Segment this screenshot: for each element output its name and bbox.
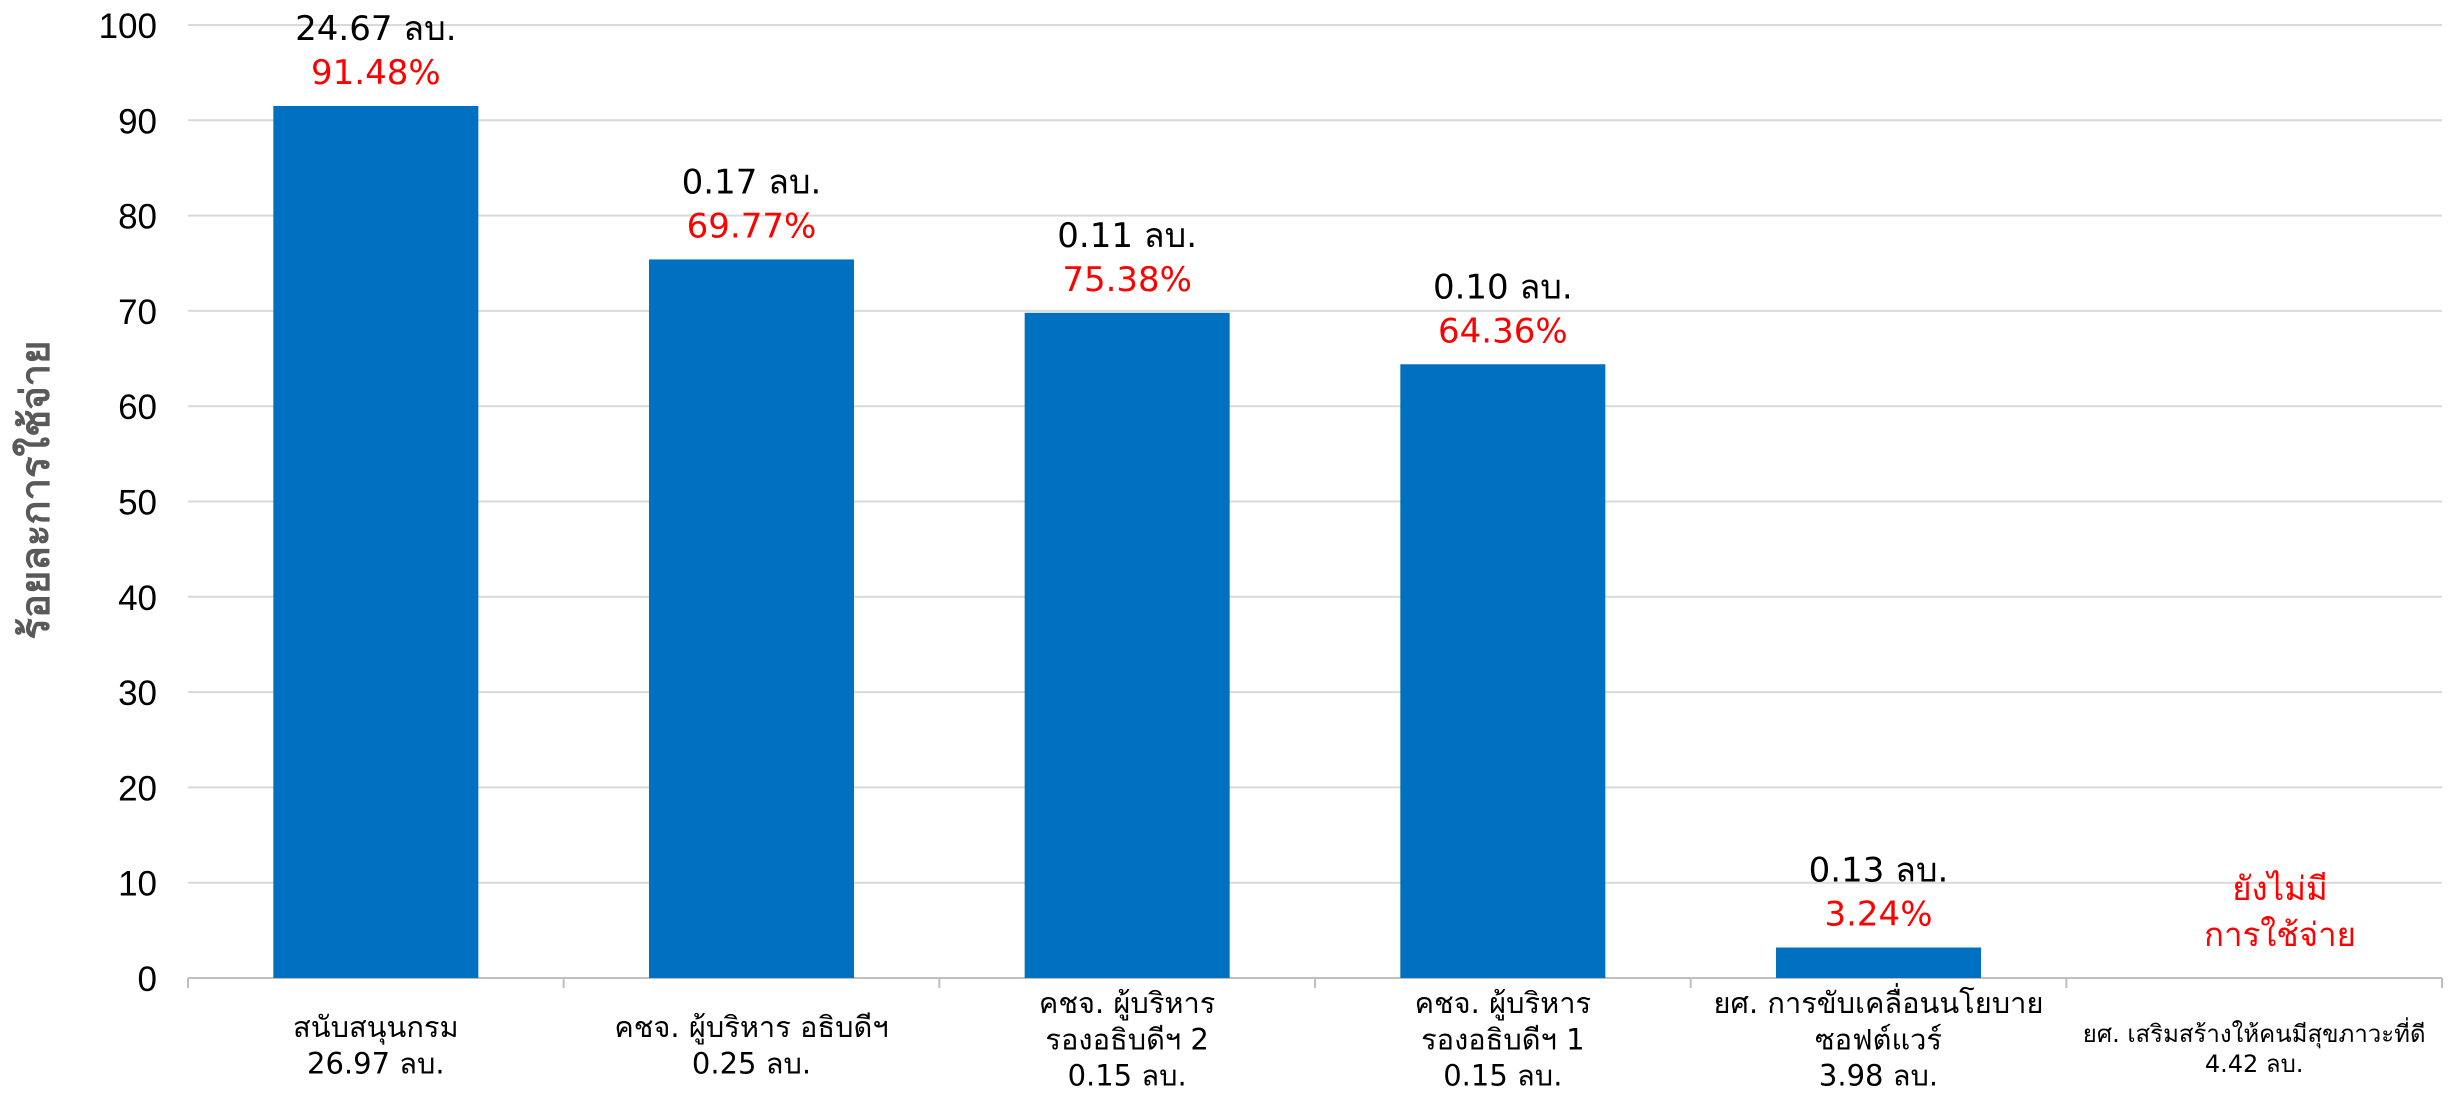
category-budget-2-2: 0.15 ลบ. [1068, 1059, 1187, 1093]
spent-label-3: 0.10 ลบ. [1433, 267, 1573, 307]
bar-3 [1400, 364, 1606, 978]
category-label-5-0: ยศ. เสริมสร้างให้คนมีสุขภาวะที่ดี [2083, 1017, 2426, 1049]
category-budget-0-1: 26.97 ลบ. [307, 1046, 445, 1080]
category-budget-1-1: 0.25 ลบ. [692, 1046, 811, 1080]
y-tick-label-30: 30 [118, 674, 157, 713]
category-label-3-0: คชจ. ผู้บริหาร [1415, 986, 1591, 1021]
y-tick-label-50: 50 [118, 484, 157, 523]
bars [273, 106, 1981, 978]
spent-label-0: 24.67 ลบ. [295, 9, 456, 49]
percent-label-3: 64.36% [1438, 311, 1568, 351]
category-label-2-0: คชจ. ผู้บริหาร [1039, 986, 1215, 1021]
y-tick-labels: 0 10 20 30 40 50 60 70 80 90 100 [99, 7, 157, 999]
percent-label-4: 3.24% [1824, 895, 1932, 935]
no-spending-note-line2: การใช้จ่าย [2204, 916, 2356, 953]
y-tick-label-0: 0 [138, 960, 157, 999]
y-tick-label-80: 80 [118, 198, 157, 237]
spent-label-1: 0.17 ลบ. [682, 162, 822, 202]
y-tick-label-100: 100 [99, 7, 157, 46]
bar-2 [1024, 312, 1230, 978]
category-label-4-1: ซอฟต์แวร์ [1815, 1022, 1942, 1056]
category-label-2-1: รองอธิบดีฯ 2 [1045, 1022, 1208, 1056]
value-labels: 24.67 ลบ.91.48% 0.17 ลบ.69.77% 0.11 ลบ.75.… [295, 9, 1948, 934]
category-budget-3-2: 0.15 ลบ. [1443, 1059, 1562, 1093]
no-spending-note-line1: ยังไม่มี [2232, 870, 2328, 907]
grid-lines [187, 24, 2443, 988]
y-tick-label-90: 90 [118, 102, 157, 141]
y-tick-label-40: 40 [118, 579, 157, 618]
category-label-4-0: ยศ. การขับเคลื่อนนโยบาย [1714, 983, 2044, 1020]
percent-label-0: 91.48% [311, 53, 441, 93]
no-spending-note: ยังไม่มี การใช้จ่าย [2140, 866, 2420, 958]
y-tick-label-20: 20 [118, 769, 157, 808]
category-label-1-0: คชจ. ผู้บริหาร อธิบดีฯ [614, 1010, 888, 1045]
category-label-0-0: สนับสนุนกรม [293, 1010, 459, 1045]
bar-1 [649, 259, 854, 978]
bar-0 [273, 106, 479, 978]
spent-label-4: 0.13 ลบ. [1809, 851, 1949, 891]
category-budget-5-1: 4.42 ลบ. [2205, 1050, 2304, 1078]
y-axis-title: ร้อยละการใช้จ่าย [13, 340, 59, 640]
bar-4 [1776, 947, 1981, 978]
percent-label-1: 69.77% [687, 206, 817, 246]
y-tick-label-70: 70 [118, 293, 157, 332]
y-tick-label-60: 60 [118, 388, 157, 427]
spent-label-2: 0.11 ลบ. [1057, 216, 1197, 256]
y-tick-label-10: 10 [118, 865, 157, 904]
category-label-3-1: รองอธิบดีฯ 1 [1421, 1022, 1584, 1056]
category-budget-4-2: 3.98 ลบ. [1819, 1059, 1938, 1093]
percent-label-2: 75.38% [1062, 260, 1192, 300]
